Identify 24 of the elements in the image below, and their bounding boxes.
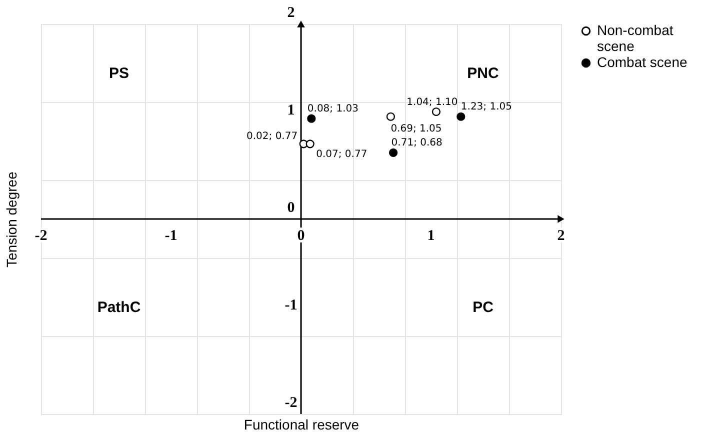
x-tick-label: 2 (557, 228, 565, 244)
annotation: PS (108, 64, 130, 82)
y-tick-label: 1 (287, 102, 295, 118)
legend-label: Combat scene (597, 54, 688, 70)
y-tick-label: 2 (287, 5, 295, 21)
legend-label: Non-combat scene (597, 22, 674, 54)
data-label: 0.71; 0.68 (391, 138, 442, 149)
y-tick-label: -2 (284, 395, 298, 411)
x-axis-title: Functional reserve (244, 416, 360, 432)
x-tick-label: -1 (164, 228, 178, 244)
annotation: PathC (97, 298, 141, 316)
y-tick-label: -1 (284, 298, 298, 314)
x-tick-label: -2 (34, 228, 48, 244)
x-tick-label: 1 (427, 228, 435, 244)
data-label: 0.07; 0.77 (316, 148, 368, 160)
data-label: 0.02; 0.77 (246, 130, 298, 142)
data-label: 1.23; 1.05 (460, 102, 512, 113)
y-tick-label: 0 (287, 200, 295, 216)
annotation: PNC (467, 64, 499, 82)
data-label: 0.08; 1.03 (307, 104, 358, 115)
annotation: PC (472, 298, 494, 316)
data-label: 1.04; 1.10 (406, 96, 458, 108)
y-axis-title: Tension degree (4, 171, 20, 268)
data-label: 0.69; 1.05 (390, 124, 442, 135)
